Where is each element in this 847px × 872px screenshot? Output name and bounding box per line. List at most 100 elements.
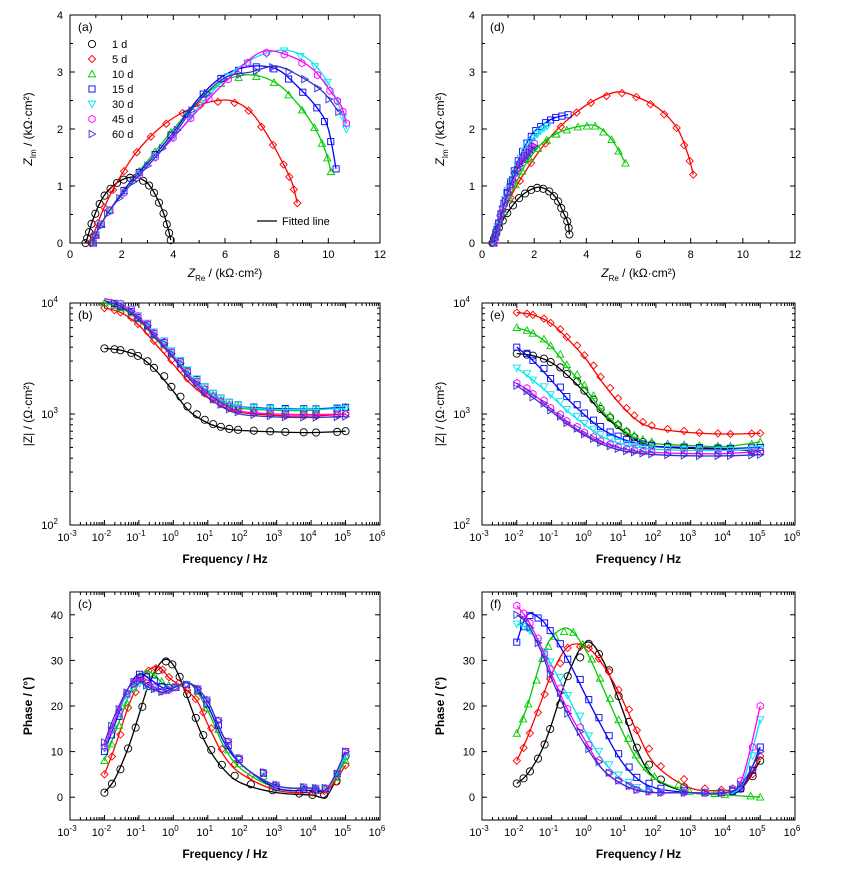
data-point (333, 96, 342, 106)
data-point (617, 88, 627, 98)
data-point (585, 696, 593, 704)
data-point (659, 110, 669, 119)
data-point (536, 127, 545, 136)
data-point (598, 127, 608, 136)
data-point (518, 157, 527, 167)
data-point (606, 428, 614, 436)
data-point (134, 171, 144, 180)
data-point (128, 307, 136, 316)
data-point (572, 412, 582, 421)
data-point (623, 733, 633, 742)
data-point (679, 426, 689, 436)
x-tick-label: 10-2 (92, 824, 112, 839)
data-point (532, 675, 541, 684)
data-point (504, 188, 513, 198)
data-point (539, 125, 549, 134)
data-point (575, 712, 585, 721)
panel-label: (f) (490, 597, 501, 611)
x-tick-label: 104 (300, 529, 317, 544)
data-point (285, 67, 294, 77)
data-point (556, 325, 565, 334)
data-point (595, 714, 603, 722)
data-point (104, 209, 113, 219)
data-point (145, 181, 154, 190)
series-30-d (489, 122, 552, 248)
data-point (216, 394, 226, 403)
x-axis-label: ZRe / (kΩ·cm²) (600, 266, 676, 283)
data-point (216, 422, 225, 431)
data-point (532, 130, 542, 139)
data-point (556, 700, 565, 709)
y-tick-label: 10 (51, 747, 63, 759)
data-point (81, 238, 90, 248)
series-5-d (512, 308, 765, 439)
data-point (528, 144, 537, 154)
data-point (614, 715, 623, 724)
data-point (564, 709, 573, 718)
y-tick-label: 10 (463, 747, 475, 759)
data-point (135, 171, 143, 180)
data-point (166, 236, 175, 245)
data-point (755, 716, 765, 725)
x-tick-label: 8 (274, 249, 280, 261)
data-point (747, 429, 756, 438)
data-point (638, 417, 648, 427)
data-point (203, 695, 212, 705)
legend-marker (88, 85, 96, 93)
data-point (518, 714, 528, 723)
data-point (582, 121, 592, 130)
y-tick-label: 30 (463, 655, 475, 667)
data-point (541, 654, 550, 663)
fitted-line (516, 641, 761, 795)
data-point (663, 424, 672, 434)
data-point (333, 427, 342, 436)
y-tick-label: 20 (463, 701, 475, 713)
data-point (565, 230, 574, 239)
data-point (540, 396, 548, 405)
data-point (209, 420, 218, 429)
data-point (252, 66, 261, 76)
data-point (516, 161, 525, 170)
x-tick-label: 101 (610, 824, 627, 839)
data-point (207, 745, 216, 755)
data-point (595, 673, 605, 682)
data-point (161, 657, 170, 666)
data-point (314, 71, 322, 80)
data-point (526, 623, 535, 632)
data-point (545, 187, 554, 196)
data-point (576, 675, 584, 683)
data-point (138, 702, 147, 711)
data-point (234, 405, 242, 414)
data-point (143, 357, 152, 366)
data-point (576, 727, 585, 737)
data-point (576, 723, 584, 732)
legend-label: 60 d (112, 129, 133, 141)
data-point (749, 743, 757, 752)
data-point (168, 660, 177, 669)
x-tick-label: 10-2 (504, 529, 524, 544)
x-tick-label: 106 (369, 529, 386, 544)
data-point (220, 74, 229, 84)
data-point (756, 747, 765, 756)
data-point (313, 104, 321, 112)
data-point (632, 92, 641, 102)
data-point (554, 197, 563, 206)
data-point (514, 165, 522, 175)
x-tick-label: 105 (334, 824, 351, 839)
data-point (321, 783, 330, 793)
fitted-line (516, 367, 761, 452)
data-point (130, 680, 139, 690)
data-point (151, 153, 159, 162)
data-point (225, 404, 234, 414)
data-point (285, 172, 294, 182)
data-point (162, 220, 171, 229)
data-point (333, 769, 342, 779)
data-point (142, 673, 150, 681)
y-tick-label: 40 (463, 610, 475, 622)
panel-label: (b) (78, 308, 93, 322)
y-axis-label: Phase / (°) (21, 677, 35, 735)
legend-label: 5 d (112, 54, 127, 66)
data-point (293, 198, 302, 208)
data-point (585, 744, 594, 754)
